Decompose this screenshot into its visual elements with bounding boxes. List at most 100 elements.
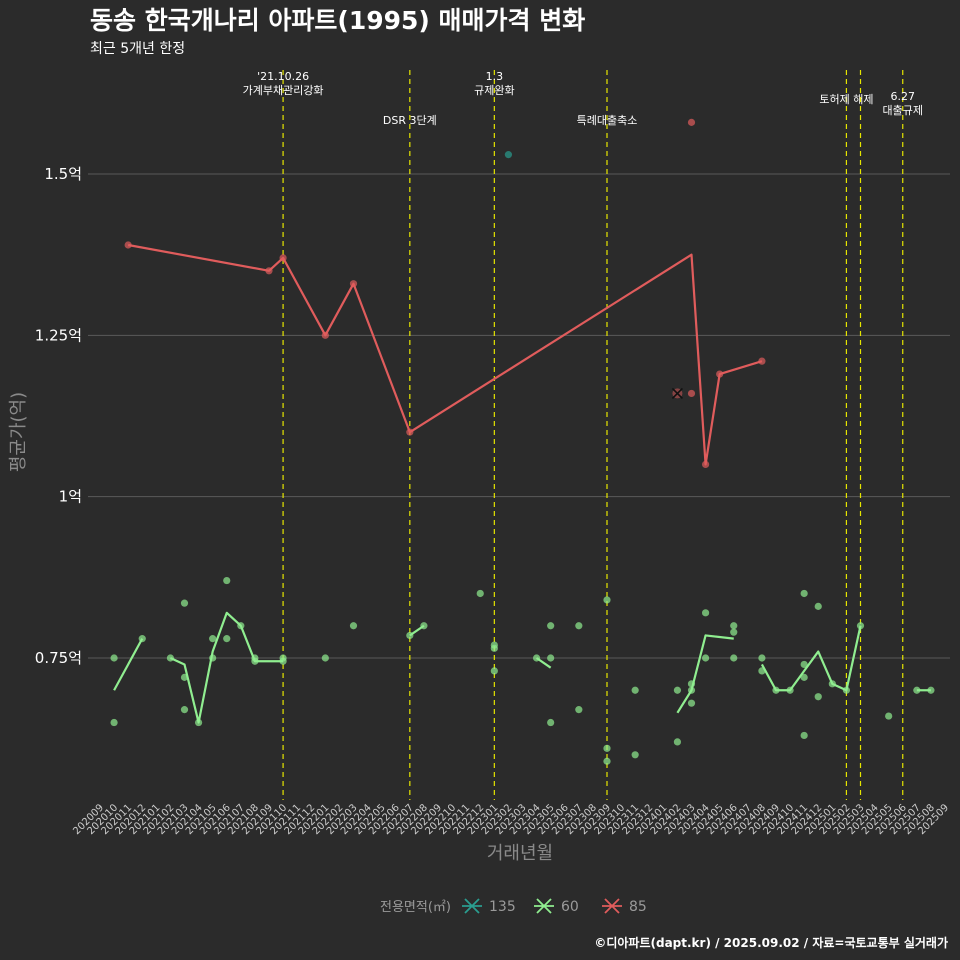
legend-label-135: 135 [489, 899, 516, 915]
event-annotation: 토허제 해제 [819, 92, 873, 106]
data-point-60 [547, 622, 555, 630]
data-point-60 [772, 686, 780, 694]
data-point-60 [927, 686, 935, 694]
data-point-60 [814, 602, 822, 610]
data-point-60 [321, 654, 329, 662]
legend-key-60 [534, 898, 554, 914]
data-point-60 [251, 657, 259, 665]
legend-key-135 [462, 898, 482, 914]
data-point-60 [180, 706, 189, 714]
data-point-60 [110, 718, 118, 727]
event-annotation: 6.27 대출규제 [883, 90, 923, 117]
data-point-60 [730, 622, 738, 630]
data-point-85 [758, 357, 766, 365]
data-point-60 [547, 654, 555, 662]
data-point-60 [786, 686, 794, 694]
data-point-85 [716, 370, 724, 378]
data-point-60 [800, 731, 808, 740]
data-point-60 [828, 680, 836, 688]
data-point-60 [631, 751, 639, 759]
gridlines [88, 173, 950, 659]
series-layer [110, 118, 935, 765]
data-point-60 [490, 644, 498, 652]
data-point-60 [532, 654, 541, 662]
series-line-60 [169, 611, 284, 724]
data-point-60 [673, 738, 682, 746]
data-point-60 [349, 622, 358, 630]
data-point-60 [180, 673, 189, 681]
data-point-85 [265, 267, 273, 275]
legend-label-85: 85 [629, 899, 647, 915]
data-point-60 [631, 686, 639, 694]
data-point-60 [476, 589, 484, 598]
y-axis-title: 평균가(억) [8, 392, 29, 472]
data-point-60 [490, 667, 498, 675]
data-point-60 [575, 622, 583, 630]
data-point-60 [209, 635, 217, 643]
y-tick-labels: 0.75억 1억 1.25억 1.5억 [35, 165, 82, 667]
chart-caption: ©디아파트(dapt.kr) / 2025.09.02 / 자료=국토교통부 실… [594, 935, 948, 950]
data-point-135 [504, 151, 513, 159]
data-point-60 [730, 628, 738, 636]
data-point-60 [687, 699, 696, 707]
x-axis-title: 거래년월 [487, 843, 553, 864]
y-tick-label: 1.25억 [35, 326, 82, 344]
data-point-60 [603, 596, 611, 604]
data-point-60 [701, 654, 710, 662]
data-point-85 [124, 241, 132, 249]
legend-label-60: 60 [561, 899, 579, 915]
event-annotation: '21.10.26 가계부채관리강화 [243, 70, 324, 97]
y-tick-label: 1.5억 [44, 165, 82, 183]
data-point-60 [110, 654, 118, 662]
legend-key-85 [602, 898, 622, 914]
data-point-60 [800, 660, 808, 669]
data-point-60 [730, 654, 738, 662]
data-point-60 [194, 718, 203, 727]
cross-marker-85 [671, 387, 683, 399]
data-point-60 [701, 609, 710, 617]
data-point-60 [603, 757, 611, 765]
data-point-85 [321, 331, 329, 339]
data-point-60 [885, 712, 893, 720]
data-point-60 [856, 622, 865, 630]
data-point-60 [223, 576, 231, 585]
data-point-60 [842, 686, 851, 694]
y-tick-label: 1억 [59, 488, 82, 506]
data-point-60 [800, 673, 808, 681]
data-point-60 [237, 622, 245, 630]
data-point-60 [209, 654, 217, 662]
event-annotation: 1.3 규제완화 [474, 70, 514, 97]
data-point-60 [687, 686, 696, 694]
data-point-85 [349, 280, 358, 288]
data-point-60 [547, 718, 555, 727]
data-point-60 [758, 654, 766, 662]
legend-title: 전용면적(㎡) [380, 900, 451, 915]
chart-subtitle: 최근 5개년 한정 [90, 41, 185, 57]
data-point-60 [673, 686, 682, 694]
data-point-60 [406, 631, 414, 640]
chart-title: 동송 한국개나리 아파트(1995) 매매가격 변화 [90, 6, 585, 35]
series-60 [110, 576, 935, 765]
data-point-60 [687, 680, 696, 688]
legend: 전용면적(㎡) 135 60 85 [380, 898, 647, 915]
data-point-60 [913, 686, 921, 694]
event-annotation: DSR 3단계 [383, 114, 437, 127]
series-line-85 [127, 243, 763, 466]
event-annotation: 특례대출축소 [577, 114, 638, 127]
data-point-60 [223, 635, 231, 643]
data-point-60 [166, 654, 175, 662]
series-135 [504, 151, 513, 159]
series-line-60 [113, 638, 144, 691]
y-tick-label: 0.75억 [35, 649, 82, 667]
data-point-85 [687, 118, 696, 126]
data-point-60 [800, 589, 808, 598]
data-point-85 [687, 389, 696, 398]
data-point-60 [575, 706, 583, 714]
data-point-60 [138, 635, 146, 643]
data-point-85 [701, 460, 710, 468]
data-point-85 [406, 428, 414, 436]
data-point-85 [279, 254, 287, 262]
data-point-60 [603, 744, 611, 752]
